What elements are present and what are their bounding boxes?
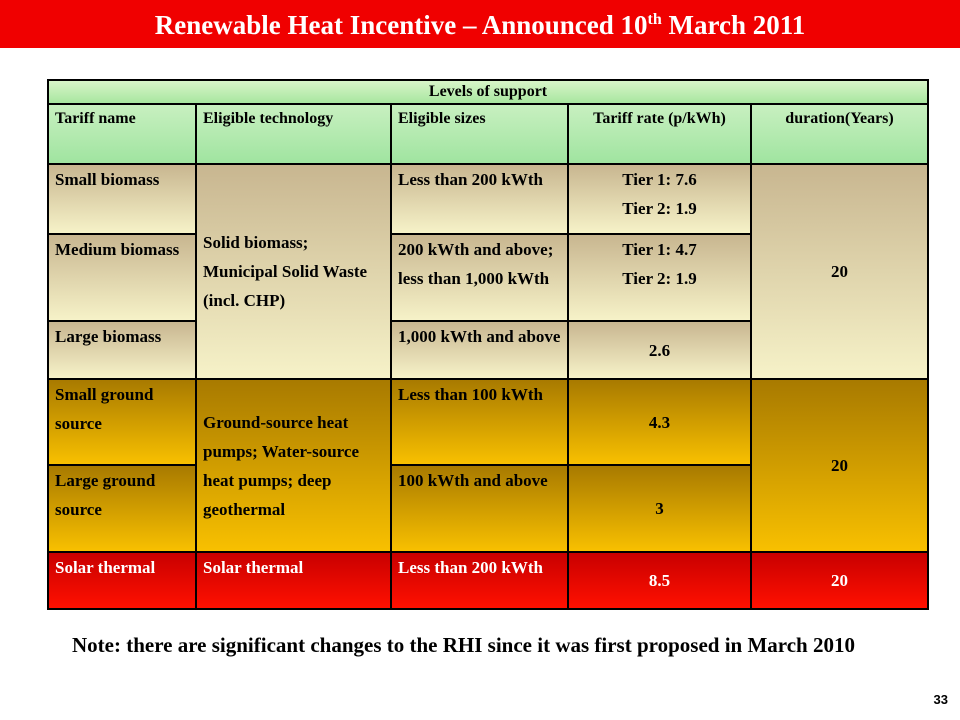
tariff-name: Large ground source: [47, 464, 197, 553]
tariff-rate: 8.5: [567, 551, 752, 610]
column-header: Tariff name: [47, 103, 197, 165]
technology: Solid biomass; Municipal Solid Waste (in…: [195, 163, 392, 380]
table-row: Solar thermal Solar thermal Less than 200 …: [47, 551, 930, 610]
table-body: Levels of support Tariff name Eligible t…: [46, 79, 930, 610]
table-row: Large biomass 1,000 kWth and above 2.6: [47, 320, 928, 380]
technology: Solar thermal: [195, 551, 392, 610]
page-number: 33: [933, 692, 948, 707]
eligible-sizes: Less than 200 kWth: [390, 163, 569, 235]
rate-line: 2.6: [648, 340, 671, 360]
column-header: Eligible sizes: [390, 103, 569, 165]
duration: 20: [749, 551, 930, 610]
eligible-sizes: 100 kWth and above: [390, 464, 569, 553]
tariff-name: Small biomass: [47, 163, 197, 235]
eligible-sizes: Less than 200 kWth: [390, 551, 569, 610]
eligible-sizes: Less than 100 kWth: [390, 378, 569, 466]
tariff-name: Small ground source: [47, 378, 197, 466]
eligible-sizes: 200 kWth and above; less than 1,000 kWth: [390, 233, 569, 322]
table-row: Large ground source 100 kWth and above 3: [47, 464, 928, 553]
rate-line: Tier 2: 1.9: [622, 199, 697, 218]
tariff-rate: Tier 1: 4.7 Tier 2: 1.9: [567, 233, 752, 322]
tariff-rate: 3: [567, 464, 752, 553]
table-row: Small biomass Solid biomass; Municipal So…: [47, 163, 930, 380]
tariff-name: Medium biomass: [47, 233, 197, 322]
column-header-row: Tariff name Eligible technology Eligible…: [47, 103, 930, 165]
title-end: March 2011: [661, 10, 806, 40]
rate-line: 3: [655, 499, 664, 518]
title-superscript: th: [647, 11, 662, 28]
eligible-sizes: 1,000 kWth and above: [390, 320, 569, 380]
note: Note: there are significant changes to t…: [72, 633, 855, 657]
tariff-rate: 2.6: [567, 320, 752, 380]
title: Renewable Heat Incentive – Announced 10: [154, 10, 648, 40]
rate-line: 8.5: [648, 571, 671, 590]
tariff-name: Large biomass: [47, 320, 197, 380]
column-header: Tariff rate (p/kWh): [567, 103, 752, 165]
rate-line: Tier 2: 1.9: [622, 269, 697, 288]
duration: 20: [749, 378, 930, 553]
support-table: Levels of support Tariff name Eligible t…: [46, 79, 930, 610]
rate-line: Tier 1: 7.6: [622, 170, 697, 189]
caption-row: Levels of support: [46, 79, 930, 105]
table-caption: Levels of support: [46, 79, 930, 105]
rate-line: Tier 1: 4.7: [622, 240, 697, 259]
column-header: duration(Years): [749, 103, 930, 165]
title-bar: Renewable Heat Incentive – Announced 10t…: [0, 0, 960, 48]
rate-line: 4.3: [648, 412, 671, 432]
technology: Ground-source heat pumps; Water-source h…: [195, 378, 392, 553]
table-row: Medium biomass 200 kWth and above; less t…: [47, 233, 928, 322]
tariff-rate: 4.3: [567, 378, 752, 466]
table-row: Small ground source Ground-source heat pu…: [47, 378, 930, 553]
column-header: Eligible technology: [195, 103, 392, 165]
tariff-rate: Tier 1: 7.6 Tier 2: 1.9: [567, 163, 752, 235]
duration: 20: [749, 163, 930, 380]
tariff-name: Solar thermal: [47, 551, 197, 610]
